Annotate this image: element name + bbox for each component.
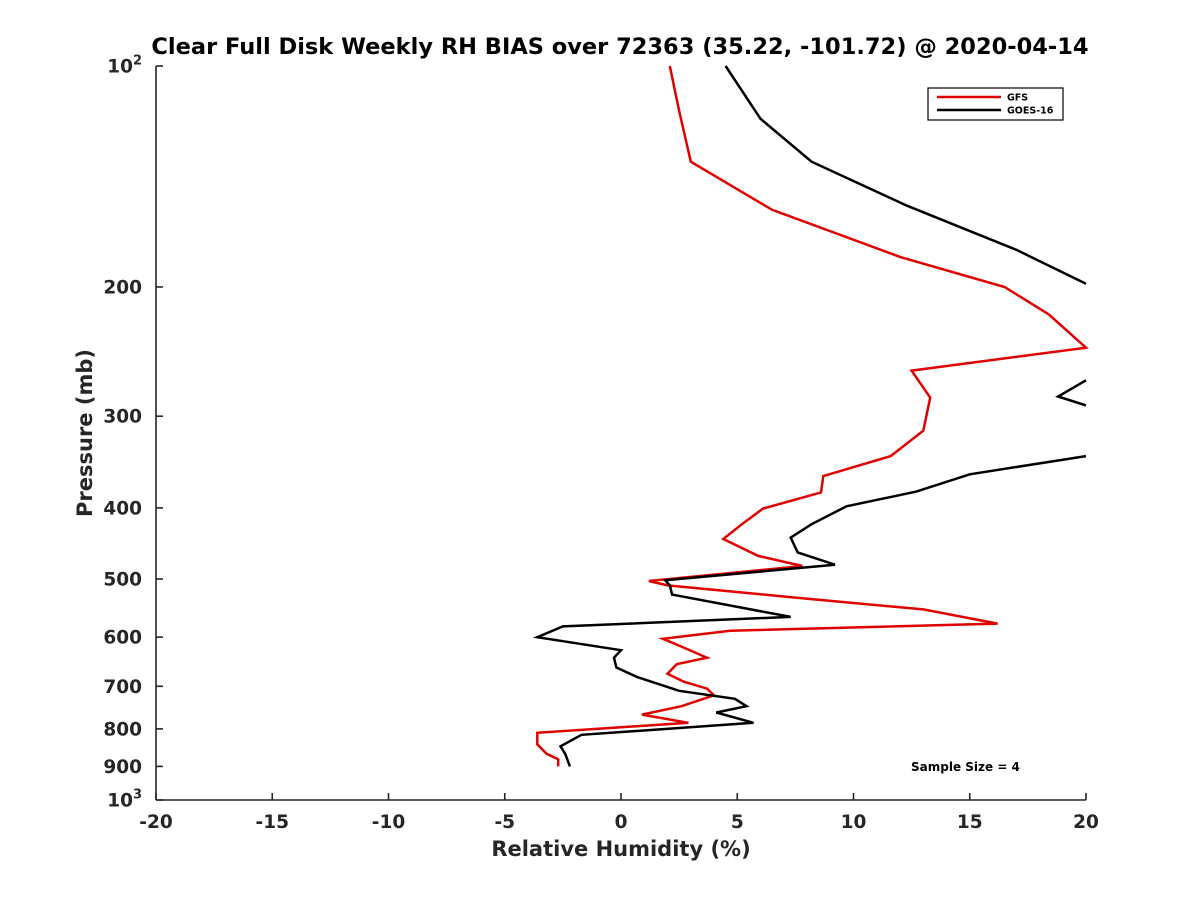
series-line-goes16 (532, 454, 1087, 767)
y-tick-label: 103 (107, 788, 142, 812)
y-tick-label: 500 (103, 570, 142, 591)
series-line-goes16 (724, 65, 1087, 285)
x-tick-label: -15 (256, 812, 289, 833)
x-tick-label: -10 (372, 812, 405, 833)
x-tick-label: 0 (615, 812, 628, 833)
series-layer (532, 65, 1089, 767)
y-tick-label: 600 (103, 628, 142, 649)
y-tick-label: 102 (107, 54, 142, 78)
x-tick-label: -20 (139, 812, 172, 833)
x-tick-label: 10 (841, 812, 867, 833)
y-tick-label: 400 (103, 498, 142, 519)
x-tick-label: 5 (731, 812, 744, 833)
sample-size-annotation: Sample Size = 4 (911, 760, 1020, 774)
y-tick-label: 800 (103, 719, 142, 740)
legend-label-gfs: GFS (1007, 93, 1028, 104)
plot-area: -20 -15 -10 -5 0 5 10 15 20 10220030040050060070… (103, 54, 1099, 834)
series-line-gfs (536, 65, 1089, 767)
legend: GFS GOES-16 (927, 87, 1064, 121)
x-tick-label: -5 (494, 812, 515, 833)
y-tick-label: 900 (103, 757, 142, 778)
y-tick-exponent: 2 (133, 54, 142, 69)
series-line-goes16 (1055, 379, 1087, 407)
x-axis-label: Relative Humidity (%) (491, 837, 750, 861)
y-tick-label: 700 (103, 677, 142, 698)
y-tick-label: 300 (103, 407, 142, 428)
legend-label-goes16: GOES-16 (1007, 106, 1054, 117)
y-tick-label: 200 (103, 277, 142, 298)
y-tick-base: 10 (107, 791, 133, 812)
x-axis-ticks: -20 -15 -10 -5 0 5 10 15 20 (139, 793, 1099, 833)
y-tick-exponent: 3 (133, 788, 142, 803)
x-tick-label: 20 (1073, 812, 1099, 833)
y-axis-label: Pressure (mb) (73, 349, 97, 517)
x-tick-label: 15 (957, 812, 983, 833)
y-tick-base: 10 (107, 57, 133, 78)
legend-box (927, 87, 1064, 121)
chart-title: Clear Full Disk Weekly RH BIAS over 7236… (151, 34, 1088, 60)
